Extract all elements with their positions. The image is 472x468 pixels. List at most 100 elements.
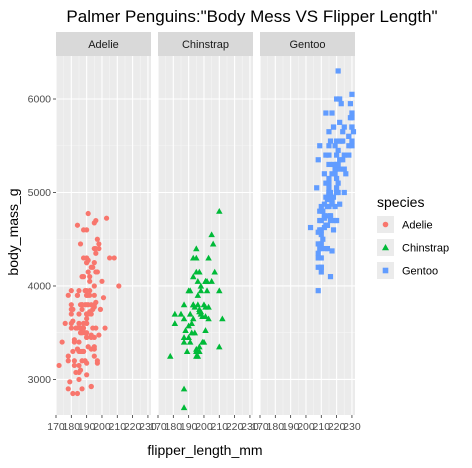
data-point-gentoo — [315, 255, 321, 261]
data-point-chinstrap — [171, 320, 179, 326]
series-gentoo — [307, 68, 357, 294]
facet-strip — [56, 32, 151, 56]
chart-title: Palmer Penguins:"Body Mess VS Flipper Le… — [66, 7, 437, 26]
data-point-adelie — [91, 283, 97, 289]
data-point-chinstrap — [186, 287, 194, 294]
data-point-gentoo — [335, 147, 341, 154]
data-point-chinstrap — [202, 327, 209, 333]
legend-label: Chinstrap — [402, 243, 449, 255]
data-point-adelie — [65, 292, 71, 298]
data-point-adelie — [84, 360, 90, 366]
data-point-gentoo — [327, 189, 334, 196]
legend-key-symbol — [382, 267, 389, 274]
data-point-gentoo — [349, 143, 355, 149]
data-point-gentoo — [330, 194, 337, 200]
data-point-chinstrap — [194, 292, 202, 298]
data-point-gentoo — [338, 138, 344, 144]
data-point-adelie — [79, 330, 85, 336]
data-point-chinstrap — [194, 278, 202, 284]
data-point-adelie — [68, 288, 74, 294]
data-point-adelie — [79, 386, 85, 392]
data-point-gentoo — [337, 96, 343, 102]
data-point-gentoo — [330, 161, 337, 168]
data-point-adelie — [74, 325, 81, 331]
data-point-gentoo — [324, 196, 331, 203]
data-point-adelie — [70, 390, 76, 397]
data-point-gentoo — [326, 175, 332, 182]
data-point-gentoo — [332, 166, 338, 172]
data-point-adelie — [77, 241, 84, 247]
data-point-gentoo — [338, 101, 344, 107]
data-point-gentoo — [323, 110, 329, 116]
data-point-adelie — [84, 316, 90, 322]
data-point-chinstrap — [197, 282, 205, 289]
data-point-chinstrap — [185, 334, 192, 341]
x-tick-label: 180 — [267, 421, 285, 433]
data-point-gentoo — [315, 264, 321, 270]
data-point-adelie — [103, 215, 110, 221]
data-point-adelie — [76, 288, 82, 294]
data-point-gentoo — [349, 110, 355, 116]
data-point-adelie — [88, 346, 94, 352]
data-point-gentoo — [315, 229, 321, 235]
data-point-adelie — [74, 222, 81, 228]
data-point-chinstrap — [180, 404, 188, 411]
data-point-gentoo — [320, 236, 326, 242]
data-point-chinstrap — [180, 385, 188, 392]
data-point-chinstrap — [182, 327, 189, 333]
data-point-gentoo — [335, 68, 341, 74]
data-point-adelie — [67, 379, 73, 385]
data-point-gentoo — [340, 129, 346, 135]
data-point-gentoo — [327, 138, 334, 144]
x-tick-label: 200 — [195, 421, 213, 433]
data-point-chinstrap — [180, 338, 188, 345]
data-point-chinstrap — [186, 310, 194, 317]
data-point-adelie — [87, 278, 93, 284]
data-point-chinstrap — [186, 338, 194, 345]
data-point-adelie — [85, 210, 91, 217]
data-point-chinstrap — [216, 287, 223, 294]
data-point-chinstrap — [189, 315, 197, 322]
data-point-adelie — [76, 376, 82, 383]
data-point-gentoo — [334, 217, 340, 224]
data-point-gentoo — [346, 152, 352, 158]
x-tick-label: 210 — [109, 421, 127, 433]
data-point-gentoo — [341, 124, 347, 130]
data-point-adelie — [80, 320, 87, 326]
data-point-gentoo — [326, 203, 332, 210]
data-point-adelie — [91, 245, 97, 252]
data-point-adelie — [99, 278, 105, 284]
data-point-adelie — [102, 325, 108, 331]
data-point-adelie — [76, 339, 82, 345]
data-point-gentoo — [329, 248, 335, 254]
data-point-gentoo — [332, 143, 338, 149]
y-axis: 3000 4000 5000 6000 — [28, 94, 56, 386]
data-point-chinstrap — [197, 308, 205, 315]
legend-item-chinstrap: Chinstrap — [377, 239, 449, 256]
data-point-adelie — [65, 358, 71, 364]
data-point-adelie — [91, 302, 97, 308]
x-tick-label: 230 — [139, 421, 157, 433]
data-point-chinstrap — [171, 310, 179, 317]
data-point-gentoo — [324, 245, 331, 252]
data-point-adelie — [87, 292, 93, 298]
data-point-gentoo — [332, 203, 338, 210]
data-point-gentoo — [335, 161, 341, 168]
data-point-adelie — [76, 311, 82, 317]
legend-label: Gentoo — [402, 266, 438, 278]
data-point-gentoo — [329, 171, 335, 177]
data-point-gentoo — [317, 143, 323, 149]
data-point-adelie — [88, 311, 94, 317]
data-point-adelie — [96, 332, 102, 338]
legend-key-symbol — [382, 244, 389, 251]
data-point-adelie — [71, 362, 77, 369]
data-point-adelie — [116, 283, 122, 289]
data-point-gentoo — [343, 171, 349, 177]
data-point-gentoo — [335, 180, 341, 186]
data-point-gentoo — [327, 274, 334, 280]
data-point-adelie — [82, 288, 88, 294]
data-point-adelie — [91, 334, 97, 341]
data-point-gentoo — [346, 133, 352, 140]
data-point-chinstrap — [167, 352, 174, 359]
data-point-adelie — [84, 372, 90, 378]
